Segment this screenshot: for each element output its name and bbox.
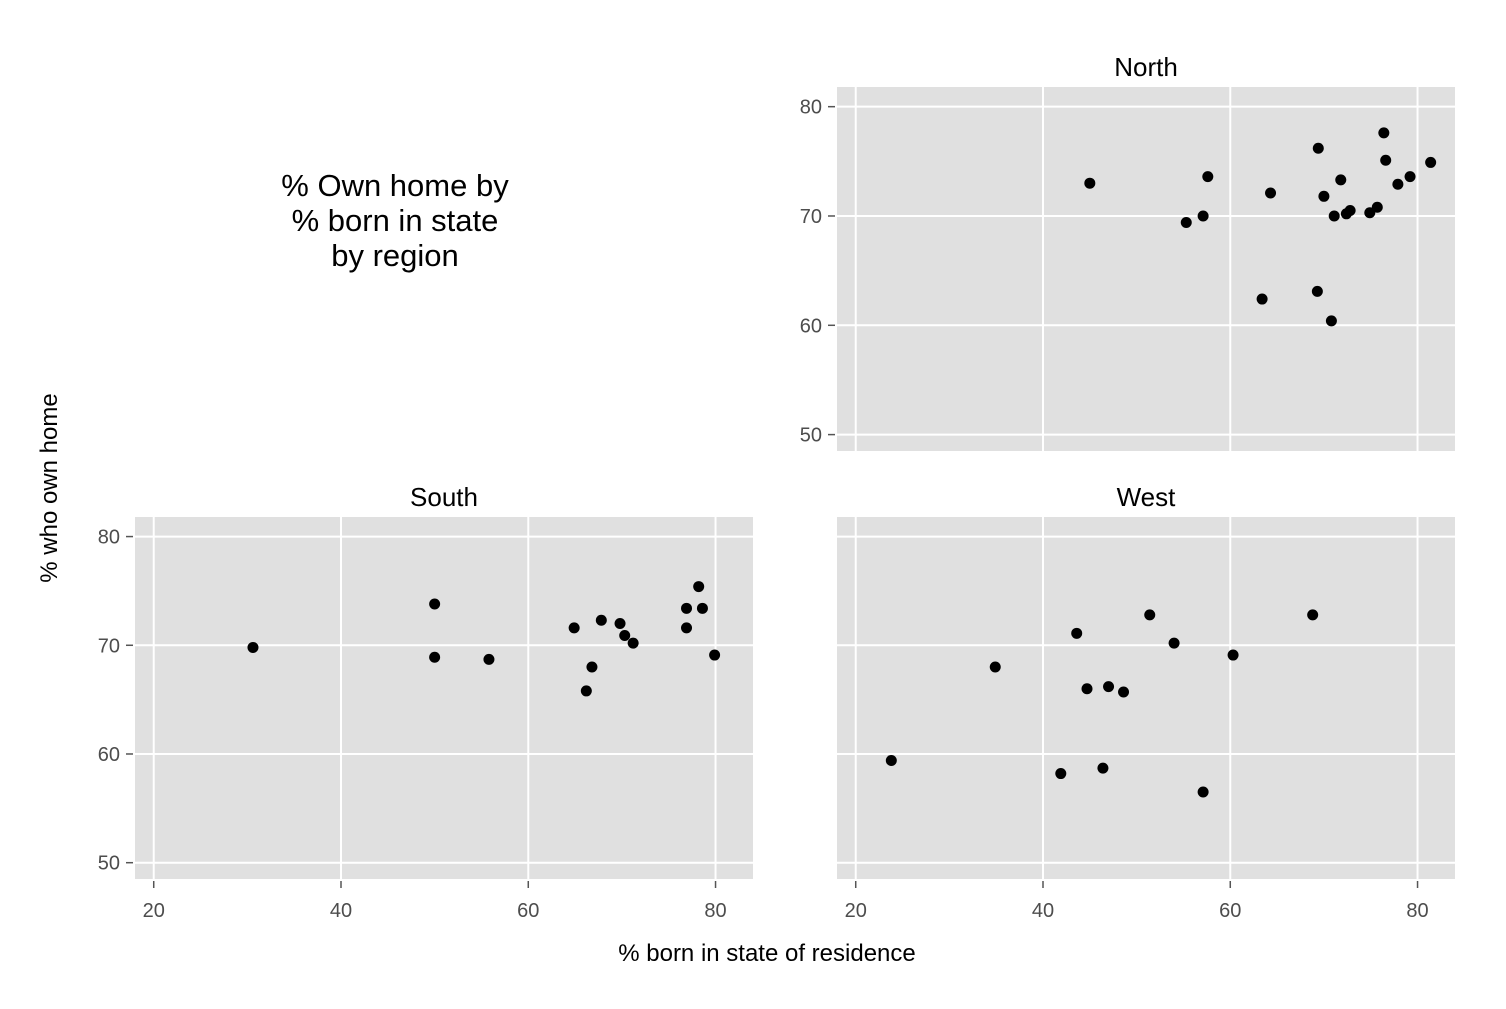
- point-north-3: [1202, 171, 1214, 183]
- point-north-9: [1325, 315, 1337, 327]
- point-south-8: [614, 618, 626, 630]
- y-tick-label-south-70: 70: [98, 635, 120, 657]
- panel-south: South 50 60 70 80 20 40 60 80: [98, 482, 753, 922]
- point-north-11: [1335, 174, 1347, 186]
- point-north-17: [1380, 154, 1392, 166]
- point-north-7: [1312, 142, 1324, 154]
- point-west-9: [1168, 637, 1180, 649]
- panel-background-north: [837, 87, 1455, 451]
- x-axis-label: % born in state of residence: [618, 940, 916, 967]
- y-tick-label-north-70: 70: [800, 206, 822, 228]
- x-tick-label-south-40: 40: [330, 900, 352, 922]
- point-north-10: [1328, 210, 1340, 222]
- point-south-0: [247, 641, 259, 653]
- y-tick-label-north-80: 80: [800, 97, 822, 119]
- point-west-1: [989, 661, 1001, 673]
- point-north-19: [1404, 171, 1416, 183]
- point-south-4: [568, 622, 580, 634]
- point-west-10: [1197, 786, 1209, 798]
- point-south-12: [681, 622, 693, 634]
- point-north-15: [1371, 201, 1383, 213]
- point-north-2: [1197, 210, 1209, 222]
- point-west-0: [885, 755, 897, 767]
- point-west-11: [1227, 649, 1239, 661]
- y-tick-label-north-60: 60: [800, 315, 822, 337]
- x-tick-label-west-60: 60: [1219, 900, 1241, 922]
- x-tick-label-west-20: 20: [845, 900, 867, 922]
- chart-title-line-3: by region: [331, 238, 459, 273]
- point-south-9: [619, 629, 631, 641]
- point-north-6: [1311, 285, 1323, 297]
- point-west-3: [1071, 627, 1083, 639]
- x-tick-label-west-40: 40: [1032, 900, 1054, 922]
- panel-west: West 20 40 60 80: [837, 482, 1455, 922]
- chart-title-line-2: % born in state: [292, 203, 499, 238]
- panel-background-west: [837, 517, 1455, 879]
- point-west-8: [1144, 609, 1156, 621]
- point-north-16: [1378, 127, 1390, 139]
- point-west-5: [1097, 762, 1109, 774]
- point-west-12: [1307, 609, 1319, 621]
- point-north-20: [1425, 156, 1437, 168]
- point-north-4: [1256, 293, 1268, 305]
- x-tick-label-south-60: 60: [517, 900, 539, 922]
- point-south-15: [709, 649, 721, 661]
- point-south-7: [595, 614, 607, 626]
- panel-title-west: West: [1117, 482, 1177, 512]
- point-west-2: [1055, 768, 1067, 780]
- point-south-11: [681, 602, 693, 614]
- x-tick-label-west-80: 80: [1406, 900, 1428, 922]
- y-tick-label-south-50: 50: [98, 853, 120, 875]
- y-axis-label: % who own home: [36, 393, 63, 582]
- point-west-7: [1118, 686, 1130, 698]
- point-north-1: [1180, 217, 1192, 229]
- point-south-1: [429, 598, 441, 610]
- point-south-5: [580, 685, 592, 697]
- point-south-2: [429, 651, 441, 663]
- point-north-13: [1344, 205, 1356, 217]
- point-west-4: [1081, 683, 1093, 695]
- point-south-3: [483, 653, 495, 665]
- point-south-6: [586, 661, 598, 673]
- point-north-18: [1392, 178, 1404, 190]
- panel-title-south: South: [410, 482, 478, 512]
- x-tick-label-south-20: 20: [143, 900, 165, 922]
- point-north-8: [1318, 190, 1330, 202]
- point-south-10: [627, 637, 639, 649]
- chart-title-line-1: % Own home by: [281, 168, 509, 203]
- point-west-6: [1103, 681, 1115, 693]
- panels-layer: North 50 60 70 80 South 50 60 70 80 20 40 60 80 West 20…: [98, 52, 1455, 922]
- x-tick-label-south-80: 80: [704, 900, 726, 922]
- panel-title-north: North: [1114, 52, 1178, 82]
- panel-north: North 50 60 70 80: [800, 52, 1455, 451]
- point-north-5: [1265, 187, 1277, 199]
- chart-title: % Own home by % born in state by region: [281, 168, 509, 273]
- y-tick-label-south-80: 80: [98, 527, 120, 549]
- point-south-14: [696, 602, 708, 614]
- point-south-13: [693, 581, 705, 593]
- point-north-0: [1084, 177, 1096, 189]
- panel-background-south: [135, 517, 753, 879]
- y-tick-label-north-50: 50: [800, 425, 822, 447]
- y-tick-label-south-60: 60: [98, 744, 120, 766]
